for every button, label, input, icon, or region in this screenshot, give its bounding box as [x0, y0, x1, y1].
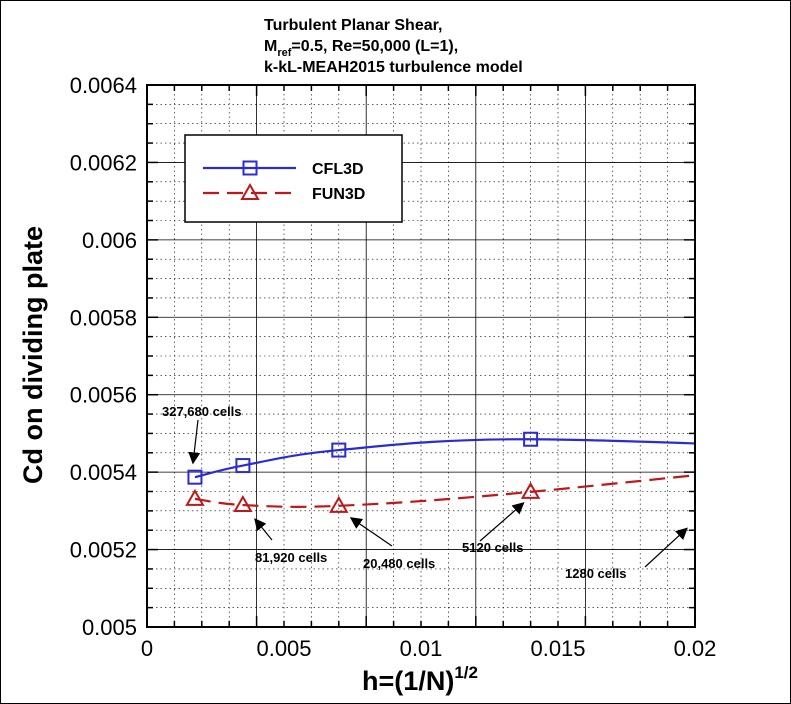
series-line-cfl3d — [194, 438, 695, 479]
legend-marker-fun3d — [240, 182, 260, 200]
y-tick-label: 0.0064 — [70, 73, 137, 98]
annotation-arrow — [254, 518, 273, 541]
data-point-cfl3d — [523, 431, 539, 447]
chart-title-line-3: k-kL-MEAH2015 turbulence model — [264, 59, 523, 76]
annotation-label: 81,920 cells — [255, 550, 327, 565]
series-clip-group — [194, 438, 695, 508]
data-point-fun3d — [233, 495, 253, 513]
y-tick-label: 0.006 — [82, 228, 137, 253]
annotation-arrow — [188, 419, 201, 465]
annotation-label: 327,680 cells — [162, 404, 242, 419]
axis-tick-labels: 0 0.005 0.01 0.015 0.020.0050.00520.00540.00… — [70, 73, 717, 661]
y-tick-label: 0.0054 — [70, 460, 137, 485]
annotation-label: 20,480 cells — [363, 556, 435, 571]
data-point-fun3d — [520, 481, 541, 499]
x-axis-title: h=(1/N)1/2 — [362, 663, 478, 696]
annotation-arrow — [644, 527, 688, 568]
data-point-cfl3d — [331, 442, 347, 458]
chart-title-line-2: Mref=0.5, Re=50,000 (L=1), — [264, 38, 458, 59]
series-line-fun3d — [194, 474, 695, 508]
data-point-cfl3d — [235, 458, 251, 474]
data-point-fun3d — [185, 488, 205, 506]
series-layer — [185, 431, 695, 513]
y-tick-label: 0.0052 — [70, 538, 137, 563]
x-tick-label: 0.005 — [256, 636, 311, 661]
annotations: 327,680 cells 81,920 cells 20,480 cells 512… — [162, 404, 688, 581]
legend-label-fun3d: FUN3D — [312, 186, 365, 203]
y-tick-label: 0.0058 — [70, 305, 137, 330]
x-tick-label: 0.015 — [530, 636, 585, 661]
annotation-label: 1280 cells — [565, 566, 626, 581]
annotation-arrow — [479, 502, 525, 542]
annotation-arrow — [349, 517, 393, 547]
y-tick-label: 0.0056 — [70, 383, 137, 408]
legend-box — [184, 134, 403, 223]
legend: CFL3D FUN3D — [184, 134, 403, 223]
x-tick-label: 0.01 — [400, 636, 443, 661]
legend-marker-cfl3d — [242, 160, 258, 176]
data-point-cfl3d — [187, 469, 203, 485]
annotation-label: 5120 cells — [462, 540, 523, 555]
axis-ticks — [146, 84, 696, 628]
y-axis-title: Cd on dividing plate — [18, 226, 48, 484]
legend-label-cfl3d: CFL3D — [312, 161, 364, 178]
y-tick-label: 0.0062 — [70, 150, 137, 175]
chart-title-line-1: Turbulent Planar Shear, — [264, 17, 442, 34]
y-tick-label: 0.005 — [82, 615, 137, 640]
x-tick-label: 0.02 — [674, 636, 717, 661]
x-tick-label: 0 — [141, 636, 153, 661]
data-point-fun3d — [329, 495, 349, 513]
